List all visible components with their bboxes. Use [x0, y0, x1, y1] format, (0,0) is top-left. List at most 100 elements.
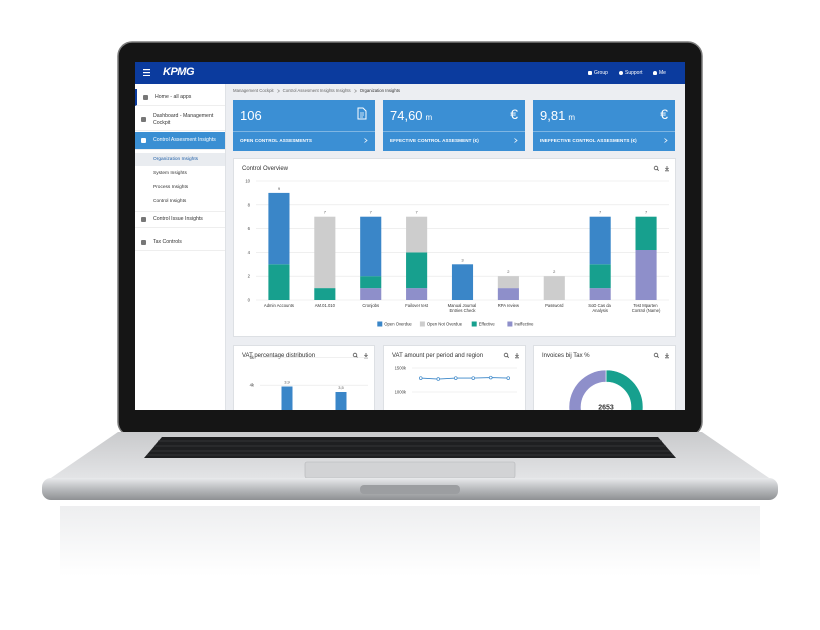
- panel: Invoices bij Tax % 2653: [533, 345, 676, 410]
- point: [453, 376, 458, 380]
- nav-link[interactable]: Control Assesment Insights: [135, 132, 225, 150]
- total-label: 2: [553, 269, 556, 274]
- download-icon[interactable]: [665, 166, 669, 172]
- screen: KPMG Group Support Me Home - all apps Da…: [135, 62, 685, 410]
- nav-label[interactable]: Me: [659, 70, 666, 76]
- total-label: 3: [461, 257, 464, 262]
- legend-label: Effective: [479, 322, 496, 327]
- zoom-icon[interactable]: [352, 352, 358, 358]
- download-icon[interactable]: [364, 353, 368, 359]
- total-label: 7: [599, 210, 602, 215]
- x-tick-label: Password: [545, 303, 564, 308]
- sub-link[interactable]: Control Insights: [153, 199, 187, 204]
- nav-link[interactable]: Dashboard - Management Cockpit: [135, 109, 225, 131]
- bar-segment: [314, 288, 336, 300]
- y-tick-label: 0: [248, 298, 251, 303]
- point: [506, 376, 510, 380]
- bar-segment: [268, 264, 290, 300]
- download-icon[interactable]: [515, 353, 519, 359]
- x-tick-label: Manual Journal Entries Check: [448, 303, 478, 313]
- zoom-icon[interactable]: [503, 352, 509, 358]
- crumb-sep: [276, 88, 280, 93]
- total-label: 7: [370, 210, 373, 215]
- bar-segment: [360, 288, 382, 300]
- x-tick-label: Cronjobs: [362, 303, 379, 308]
- bar-segment: [406, 216, 428, 253]
- bar-segment: [589, 288, 611, 300]
- nav-text[interactable]: Control Assesment Insights: [153, 137, 216, 144]
- keys: [147, 440, 673, 456]
- nav-label[interactable]: Group: [594, 70, 608, 76]
- kpi-unit: m: [568, 113, 575, 122]
- nav-link[interactable]: Control Issue Insights: [135, 211, 225, 228]
- x-tick-label: Failover test: [405, 303, 429, 308]
- bar-segment: [497, 288, 519, 300]
- sub-link[interactable]: System Insights: [153, 171, 187, 176]
- kpi-value: 74,60: [390, 108, 423, 123]
- bar-segment: [635, 216, 657, 251]
- point: [488, 375, 493, 380]
- kpi-icon: €: [660, 106, 668, 122]
- nav-text[interactable]: Home - all apps: [155, 93, 192, 100]
- bar-segment: [635, 250, 657, 300]
- panel: Control Overview 0 2 4 6 8 10 9 Admin Accounts 7 A…: [233, 158, 676, 337]
- bar-segment: [314, 216, 336, 289]
- breadcrumb: Management Cockpit Control Assesment Ins…: [233, 88, 400, 93]
- center-label: 2653: [598, 405, 614, 411]
- zoom-icon[interactable]: [653, 352, 659, 358]
- reflection: [60, 506, 760, 576]
- crumb[interactable]: Control Assesment Insights Insights: [282, 88, 351, 93]
- sub-link[interactable]: Organization Insights: [135, 153, 225, 166]
- crumb: Organization Insights: [359, 88, 401, 93]
- download-icon[interactable]: [665, 353, 669, 359]
- notch: [360, 485, 460, 494]
- nav-item[interactable]: Me: [653, 70, 666, 76]
- line: [420, 377, 509, 380]
- bar-segment: [589, 216, 611, 265]
- total-label: 9: [278, 186, 281, 191]
- nav-item[interactable]: Group: [588, 70, 608, 76]
- chart: Control Overview 0 2 4 6 8 10 9 Admin Accounts 7 A…: [242, 165, 669, 327]
- point: [471, 376, 475, 380]
- nav-link[interactable]: Tax Controls: [135, 234, 225, 251]
- total-label: 7: [645, 210, 648, 215]
- zoom-icon[interactable]: [653, 165, 659, 171]
- keyboard: [144, 437, 676, 458]
- nav-link[interactable]: Home - all apps: [135, 89, 225, 106]
- point: [418, 376, 423, 380]
- bar-segment: [451, 264, 474, 300]
- panel: VAT percentage distribution 4k 6k 3,9 3,5: [233, 345, 375, 410]
- sub-link[interactable]: Process Insights: [153, 185, 189, 190]
- legend-label: Open Overdue: [384, 322, 412, 327]
- panel-title: Invoices bij Tax %: [542, 353, 590, 359]
- kpi-label: INEFFECTIVE CONTROL ASSESMENTS (€): [540, 138, 637, 143]
- total-label: 7: [324, 210, 327, 215]
- zoom-handle: [656, 355, 660, 359]
- crumb[interactable]: Management Cockpit: [233, 88, 274, 93]
- panel-tools: [653, 165, 669, 172]
- chevron: [514, 138, 518, 143]
- y-tick-label: 1000k: [395, 390, 407, 395]
- nav-text[interactable]: Tax Controls: [153, 238, 182, 245]
- chart: VAT percentage distribution 4k 6k 3,9 3,5: [242, 352, 368, 410]
- nav-item[interactable]: Support: [619, 70, 643, 76]
- y-tick-label: 10: [245, 179, 250, 184]
- y-tick-label: 8: [248, 202, 251, 207]
- nav-text[interactable]: Control Issue Insights: [153, 216, 203, 223]
- kpi-card[interactable]: 9,81 m € INEFFECTIVE CONTROL ASSESMENTS (…: [533, 100, 675, 151]
- nav-text[interactable]: Dashboard - Management Cockpit: [153, 113, 214, 126]
- y-tick-label: 4k: [250, 383, 255, 388]
- value-label: 3,5: [338, 385, 344, 390]
- menu-icon[interactable]: [143, 69, 150, 76]
- total-label: 2: [507, 269, 510, 274]
- x-tick-label: AM.01.010: [315, 303, 336, 308]
- nav-label[interactable]: Support: [625, 70, 643, 76]
- point: [436, 377, 440, 381]
- kpi-card[interactable]: 106 OPEN CONTROL ASSESMENTS: [233, 100, 375, 151]
- divider: [533, 131, 675, 132]
- zoom-handle: [506, 355, 510, 359]
- kpi-label: EFFECTIVE CONTROL ASSESMENT (€): [390, 138, 479, 143]
- chart: VAT amount per period and region 1000k 150…: [392, 352, 519, 395]
- kpi-card[interactable]: 74,60 m € EFFECTIVE CONTROL ASSESMENT (€): [383, 100, 525, 151]
